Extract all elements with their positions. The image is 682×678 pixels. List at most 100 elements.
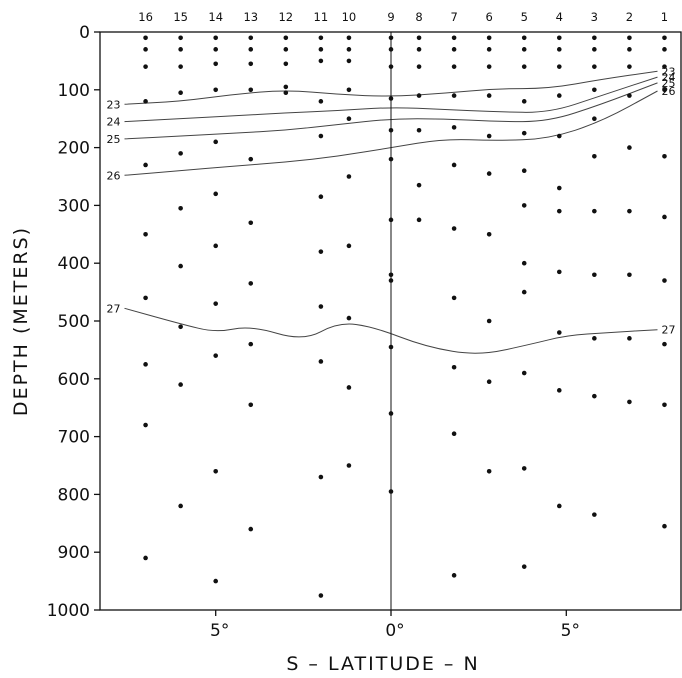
station-sample-point [178,263,183,269]
station-sample-point [178,47,183,52]
station-sample-point [178,35,183,41]
station-sample-point [213,301,218,306]
station-sample-point [592,116,597,121]
y-tick-label: 400 [58,254,90,274]
station-sample-point [556,388,562,393]
station-sample-point [662,214,667,220]
contour-label-left: 26 [107,169,121,182]
station-sample-point [213,87,218,93]
station-sample-point [627,64,632,69]
station-sample-point [248,281,254,286]
station-label: 9 [387,10,394,24]
station-sample-point [143,35,148,41]
station-sample-point [143,47,148,52]
station-sample-point [143,99,148,104]
y-tick-label: 500 [58,312,90,332]
station-sample-point [451,35,457,41]
station-sample-point [592,35,597,41]
station-sample-point [283,47,289,52]
station-label: 6 [486,10,493,24]
station-sample-point [521,564,527,569]
station-label: 12 [278,10,293,24]
station-sample-point [318,99,324,104]
station-sample-point [178,64,183,69]
x-tick-label: 0° [385,621,404,641]
station-sample-point [451,431,457,437]
station-sample-point [592,64,597,69]
station-sample-point [178,151,183,156]
station-sample-point [486,47,492,52]
station-sample-point [248,61,254,67]
station-sample-point [248,156,254,162]
station-sample-point [627,93,632,98]
contour-line [124,76,658,123]
station-sample-point [486,35,492,41]
station-sample-point [662,35,667,41]
station-sample-point [627,272,632,278]
station-sample-point [521,466,527,471]
station-label: 3 [591,10,598,24]
y-tick-label: 800 [58,485,90,505]
station-sample-point [318,47,324,52]
contour-line [124,70,658,105]
y-tick-label: 200 [58,139,90,159]
station-sample-point [318,249,324,254]
station-sample-point [283,61,289,67]
station-sample-point [662,278,667,283]
station-sample-point [346,58,352,64]
station-sample-point [556,330,562,335]
station-sample-point [318,133,324,139]
station-sample-point [486,232,492,237]
station-label: 1 [661,10,668,24]
station-sample-point [556,185,562,191]
station-sample-point [486,468,492,474]
station-sample-point [213,191,218,197]
station-sample-point [521,168,527,174]
station-sample-point [451,226,457,231]
station-sample-point [318,359,324,364]
station-sample-point [451,573,457,578]
station-sample-point [318,58,324,64]
station-sample-point [178,382,183,387]
station-sample-point [556,47,562,52]
station-sample-point [556,64,562,69]
station-sample-point [416,47,422,52]
station-sample-point [143,422,148,428]
contour-line [124,90,658,176]
station-sample-point [213,61,218,67]
station-sample-point [486,171,492,176]
station-sample-point [627,336,632,341]
station-sample-point [283,90,289,95]
station-sample-point [662,402,667,408]
station-sample-point [416,127,422,133]
station-sample-point [662,153,667,159]
station-sample-point [178,90,183,95]
station-sample-point [592,47,597,52]
station-sample-point [213,353,218,358]
station-sample-point [178,324,183,330]
contour-label-left: 23 [107,98,121,111]
contour-label-right: 24 [661,71,675,84]
station-sample-point [416,35,422,41]
station-sample-point [486,133,492,139]
station-sample-point [318,593,324,598]
contour-label-left: 27 [107,302,121,315]
station-sample-point [556,269,562,275]
station-sample-point [592,393,597,399]
station-sample-point [346,243,352,249]
station-sample-point [521,47,527,52]
station-sample-point [627,399,632,405]
station-sample-point [556,503,562,509]
station-sample-point [592,153,597,159]
station-sample-point [248,87,254,93]
station-label: 8 [415,10,422,24]
station-sample-point [627,208,632,214]
station-sample-point [627,35,632,41]
station-sample-point [662,47,667,52]
station-sample-point [346,174,352,179]
y-tick-label: 300 [58,196,90,216]
contour-label-right: 27 [661,324,675,337]
station-label: 14 [208,10,223,24]
station-sample-point [451,93,457,98]
